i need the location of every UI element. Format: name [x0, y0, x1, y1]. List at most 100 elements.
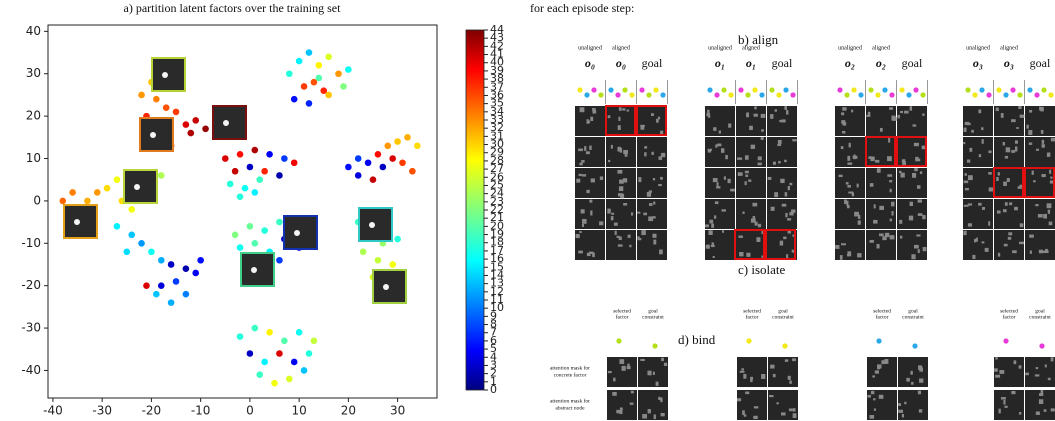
- colorbar-tick-label: 13: [490, 277, 504, 290]
- colorbar-tick-label: 42: [490, 39, 504, 52]
- image-tile: [835, 106, 865, 136]
- point: [172, 278, 180, 285]
- image-speck: [737, 398, 742, 402]
- object: [745, 92, 751, 98]
- image-speck: [835, 245, 840, 249]
- image-speck: [1040, 390, 1044, 395]
- point: [182, 265, 190, 273]
- thumbnail: [358, 207, 393, 242]
- image-speck: [884, 358, 889, 364]
- image-speck: [644, 152, 647, 157]
- image-tile: [994, 357, 1024, 387]
- image-speck: [891, 117, 897, 121]
- image-speck: [988, 187, 994, 192]
- image-speck: [872, 375, 875, 378]
- image-speck: [760, 137, 764, 140]
- image-speck: [857, 253, 862, 258]
- image-speck: [660, 130, 664, 136]
- image-speck: [792, 139, 797, 142]
- image-speck: [607, 115, 611, 119]
- image-speck: [629, 244, 632, 248]
- image-speck: [1050, 357, 1054, 362]
- image-speck: [1034, 374, 1040, 377]
- image-speck: [592, 107, 596, 111]
- image-tile: [1025, 137, 1055, 167]
- image-speck: [757, 162, 762, 166]
- image-speck: [845, 182, 849, 185]
- image-speck: [718, 130, 721, 134]
- row-label: concrete factor: [554, 371, 587, 378]
- image-speck: [660, 412, 665, 417]
- image-speck: [780, 178, 785, 184]
- object: [728, 92, 734, 98]
- image-speck: [738, 235, 743, 238]
- image-speck: [1016, 126, 1019, 130]
- image-speck: [579, 107, 585, 113]
- bind-column-label: goal: [648, 308, 658, 314]
- image-speck: [754, 221, 758, 226]
- image-speck: [761, 373, 766, 379]
- image-speck: [630, 390, 634, 394]
- image-speck: [750, 376, 754, 380]
- image-speck: [578, 148, 584, 152]
- step-label: unaligned: [838, 45, 862, 51]
- image-speck: [620, 193, 625, 199]
- colorbar-tick-label: 9: [490, 309, 497, 322]
- image-speck: [1012, 250, 1017, 254]
- image-speck: [917, 249, 920, 254]
- bind-column-label: constraint: [902, 314, 924, 320]
- image-speck: [791, 249, 794, 253]
- image-speck: [964, 187, 969, 191]
- image-speck: [998, 408, 1001, 414]
- point: [231, 231, 239, 239]
- image-speck: [879, 127, 883, 132]
- image-speck: [873, 219, 878, 224]
- colorbar-tick-label: 33: [490, 113, 504, 126]
- colorbar-tick-label: 17: [490, 244, 504, 257]
- image-speck: [842, 122, 847, 126]
- image-speck: [995, 107, 999, 112]
- image-speck: [617, 146, 622, 152]
- image-speck: [713, 127, 717, 131]
- y-tick-label: -30: [21, 321, 41, 335]
- image-speck: [581, 159, 585, 163]
- image-speck: [619, 407, 623, 411]
- image-speck: [876, 168, 881, 173]
- goal-label: goal: [1030, 56, 1051, 70]
- image-speck: [588, 251, 594, 255]
- image-speck: [847, 162, 853, 165]
- image-speck: [618, 107, 622, 111]
- image-speck: [1000, 397, 1006, 400]
- image-speck: [981, 241, 985, 244]
- image-speck: [770, 114, 774, 119]
- image-speck: [846, 200, 849, 206]
- image-speck: [1029, 250, 1032, 254]
- point: [345, 163, 352, 171]
- image-speck: [1037, 214, 1043, 218]
- bind-column-label: goal: [908, 308, 918, 314]
- image-speck: [770, 364, 775, 369]
- image-speck: [838, 174, 843, 178]
- image-speck: [867, 394, 871, 398]
- image-speck: [889, 188, 892, 193]
- image-speck: [994, 368, 998, 372]
- image-speck: [652, 233, 657, 238]
- image-speck: [842, 107, 847, 111]
- image-speck: [1002, 141, 1005, 146]
- image-speck: [919, 378, 924, 383]
- image-speck: [889, 218, 893, 222]
- obs-label: o₁: [715, 56, 725, 70]
- point: [276, 172, 283, 179]
- thumbnail: [240, 252, 275, 287]
- image-speck: [707, 114, 711, 118]
- object: [746, 338, 752, 344]
- obs-label: o₂: [845, 56, 855, 70]
- object: [769, 87, 775, 93]
- image-tile: [705, 199, 735, 229]
- object: [920, 92, 926, 98]
- image-speck: [876, 243, 880, 249]
- goal-label: goal: [902, 56, 923, 70]
- image-speck: [908, 215, 914, 221]
- point: [374, 256, 382, 264]
- image-speck: [1043, 409, 1047, 412]
